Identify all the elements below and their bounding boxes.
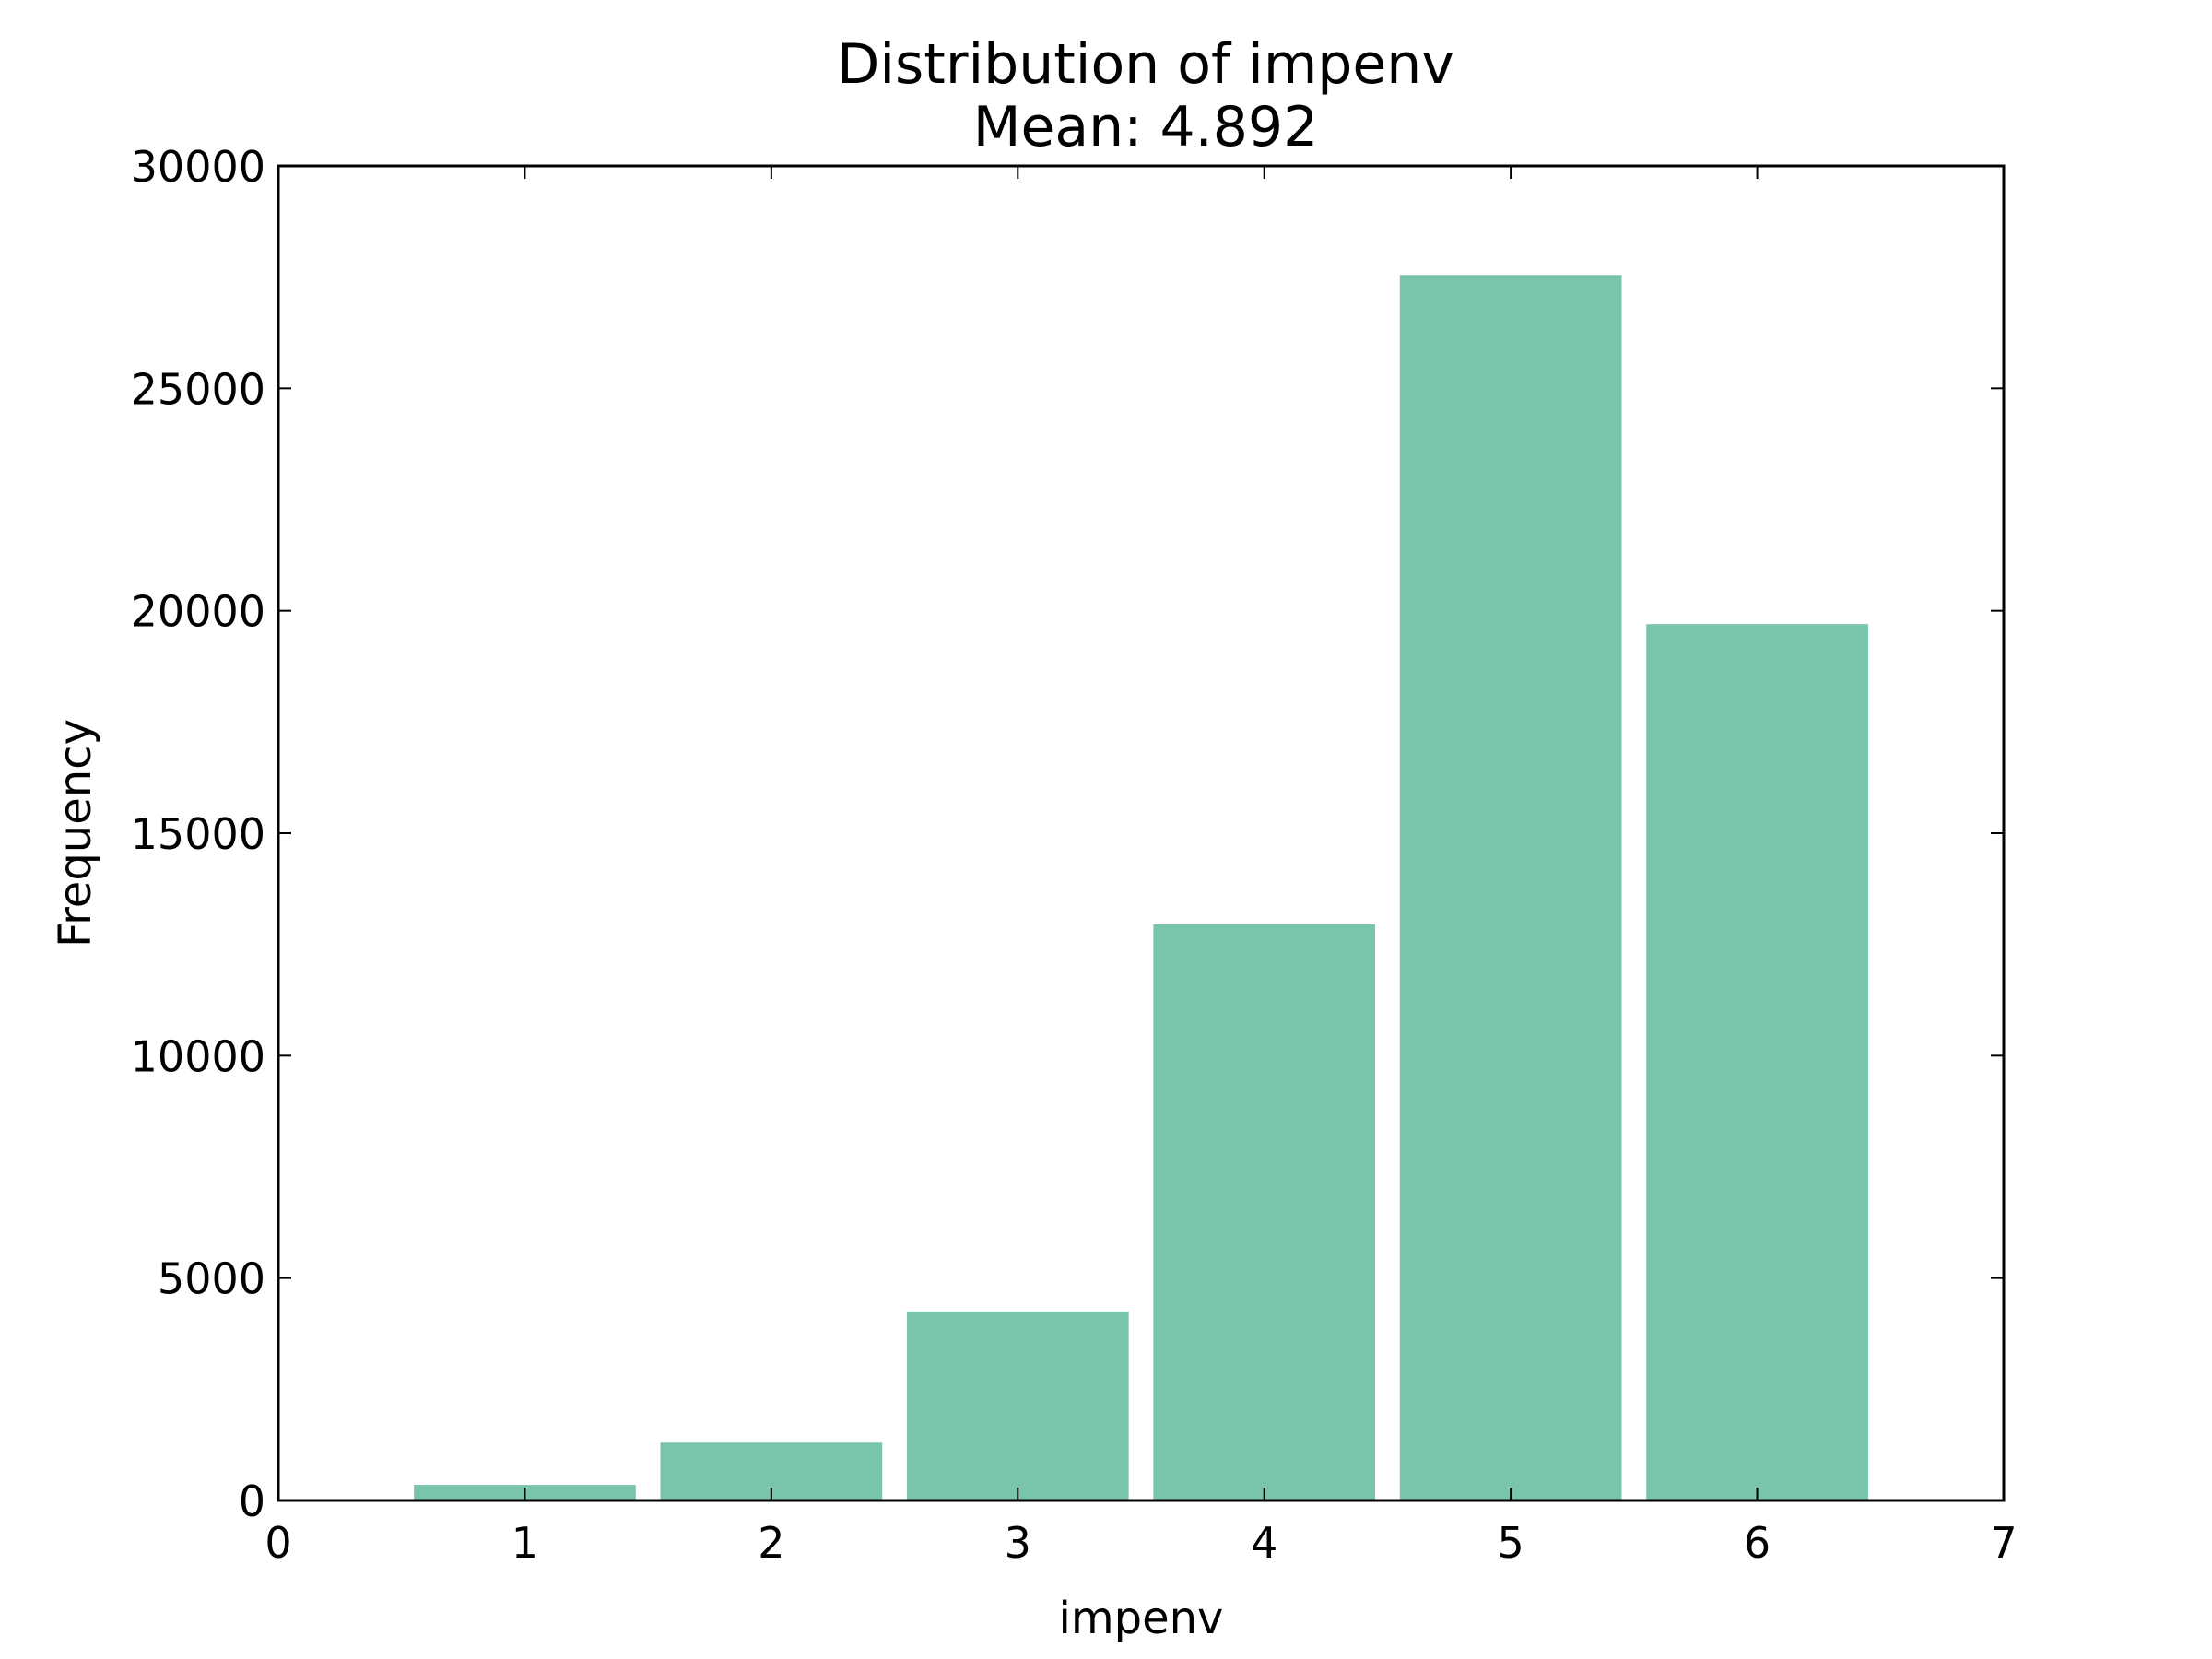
- bar-4: [1153, 924, 1376, 1500]
- y-tick-label-20000: 20000: [131, 587, 265, 637]
- bar-6: [1646, 624, 1868, 1500]
- y-tick-label-0: 0: [239, 1477, 265, 1526]
- bar-5: [1399, 275, 1622, 1501]
- x-tick-label-7: 7: [1990, 1518, 2017, 1568]
- bar-3: [906, 1311, 1129, 1500]
- chart-title: Distribution of impenv: [837, 32, 1454, 97]
- y-tick-label-25000: 25000: [131, 364, 265, 414]
- x-tick-label-3: 3: [1005, 1518, 1031, 1568]
- x-tick-label-1: 1: [512, 1518, 538, 1568]
- x-axis-label: impenv: [1059, 1593, 1224, 1644]
- y-axis-label: Frequency: [50, 719, 101, 947]
- x-tick-label-4: 4: [1251, 1518, 1277, 1568]
- y-tick-label-30000: 30000: [131, 142, 265, 192]
- x-tick-label-5: 5: [1498, 1518, 1524, 1568]
- chart-subtitle: Mean: 4.892: [973, 95, 1319, 159]
- x-tick-label-2: 2: [758, 1518, 784, 1568]
- x-tick-label-6: 6: [1744, 1518, 1771, 1568]
- y-tick-label-10000: 10000: [131, 1031, 265, 1081]
- y-tick-label-5000: 5000: [158, 1254, 265, 1304]
- y-tick-label-15000: 15000: [131, 809, 265, 859]
- bars-group: [414, 275, 1868, 1501]
- x-tick-label-0: 0: [265, 1518, 291, 1568]
- tick-labels-group: 0 1 2 3 4 5 6 7 0 5000 10000 15000 20000 25000 30000: [131, 142, 2018, 1568]
- plot-frame: [276, 164, 2006, 1502]
